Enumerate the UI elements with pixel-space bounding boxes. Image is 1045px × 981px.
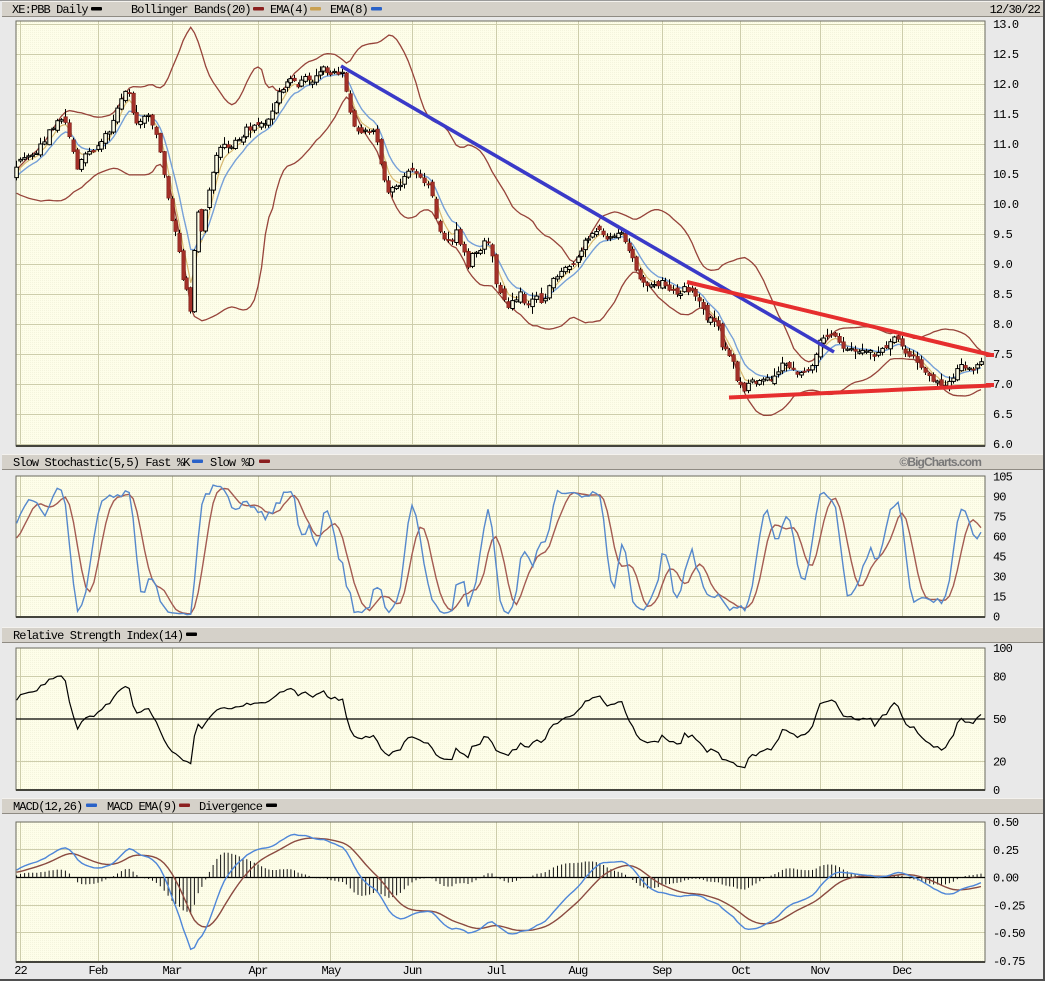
svg-text:Oct: Oct — [732, 964, 751, 978]
svg-text:0.25: 0.25 — [993, 844, 1019, 858]
svg-text:-0.75: -0.75 — [993, 955, 1025, 969]
svg-text:MACD(12,26): MACD(12,26) — [13, 800, 82, 814]
svg-text:0: 0 — [993, 784, 1000, 798]
svg-text:Relative Strength Index(14): Relative Strength Index(14) — [13, 629, 183, 643]
svg-text:7.5: 7.5 — [993, 348, 1013, 362]
svg-text:Slow Stochastic(5,5) Fast %K: Slow Stochastic(5,5) Fast %K — [13, 456, 191, 470]
svg-text:45: 45 — [993, 551, 1006, 565]
svg-text:90: 90 — [993, 491, 1006, 505]
svg-text:-0.50: -0.50 — [993, 927, 1025, 941]
svg-text:75: 75 — [993, 511, 1006, 525]
svg-text:20: 20 — [993, 756, 1006, 770]
svg-text:Bollinger Bands(20): Bollinger Bands(20) — [131, 3, 251, 17]
svg-text:105: 105 — [993, 471, 1013, 485]
svg-text:13.0: 13.0 — [993, 18, 1019, 32]
svg-text:XE:PBB Daily: XE:PBB Daily — [12, 3, 88, 17]
svg-text:80: 80 — [993, 670, 1006, 684]
svg-text:12.0: 12.0 — [993, 78, 1019, 92]
svg-text:Mar: Mar — [163, 964, 183, 978]
svg-text:6.5: 6.5 — [993, 408, 1013, 422]
svg-text:10.0: 10.0 — [993, 198, 1019, 212]
svg-text:0.50: 0.50 — [993, 816, 1019, 830]
svg-text:Jun: Jun — [403, 964, 423, 978]
svg-text:0.00: 0.00 — [993, 872, 1019, 886]
svg-text:Apr: Apr — [249, 964, 269, 978]
svg-text:15: 15 — [993, 591, 1006, 605]
svg-text:22: 22 — [14, 964, 27, 978]
svg-text:6.0: 6.0 — [993, 438, 1013, 452]
svg-text:Dec: Dec — [893, 964, 913, 978]
svg-text:10.5: 10.5 — [993, 168, 1019, 182]
svg-text:Nov: Nov — [811, 964, 831, 978]
svg-text:7.0: 7.0 — [993, 378, 1013, 392]
svg-text:0: 0 — [993, 611, 1000, 625]
svg-text:8.5: 8.5 — [993, 288, 1013, 302]
svg-text:MACD EMA(9): MACD EMA(9) — [107, 800, 176, 814]
svg-text:Slow %D: Slow %D — [210, 456, 255, 470]
svg-text:Jul: Jul — [487, 964, 507, 978]
svg-text:9.5: 9.5 — [993, 228, 1013, 242]
svg-text:9.0: 9.0 — [993, 258, 1013, 272]
svg-text:12.5: 12.5 — [993, 48, 1019, 62]
svg-text:May: May — [322, 964, 342, 978]
svg-text:11.0: 11.0 — [993, 138, 1019, 152]
svg-text:11.5: 11.5 — [993, 108, 1019, 122]
svg-text:100: 100 — [993, 642, 1013, 656]
svg-text:-0.25: -0.25 — [993, 899, 1025, 913]
svg-text:Divergence: Divergence — [199, 800, 263, 814]
svg-text:Aug: Aug — [569, 964, 589, 978]
svg-text:EMA(4): EMA(4) — [270, 3, 308, 17]
svg-text:50: 50 — [993, 713, 1006, 727]
svg-text:60: 60 — [993, 531, 1006, 545]
svg-text:12/30/22: 12/30/22 — [990, 3, 1041, 17]
svg-text:EMA(8): EMA(8) — [330, 3, 368, 17]
svg-text:8.0: 8.0 — [993, 318, 1013, 332]
svg-text:Sep: Sep — [653, 964, 673, 978]
svg-text:©BigCharts.com: ©BigCharts.com — [899, 455, 981, 469]
svg-text:30: 30 — [993, 571, 1006, 585]
svg-text:Feb: Feb — [89, 964, 109, 978]
